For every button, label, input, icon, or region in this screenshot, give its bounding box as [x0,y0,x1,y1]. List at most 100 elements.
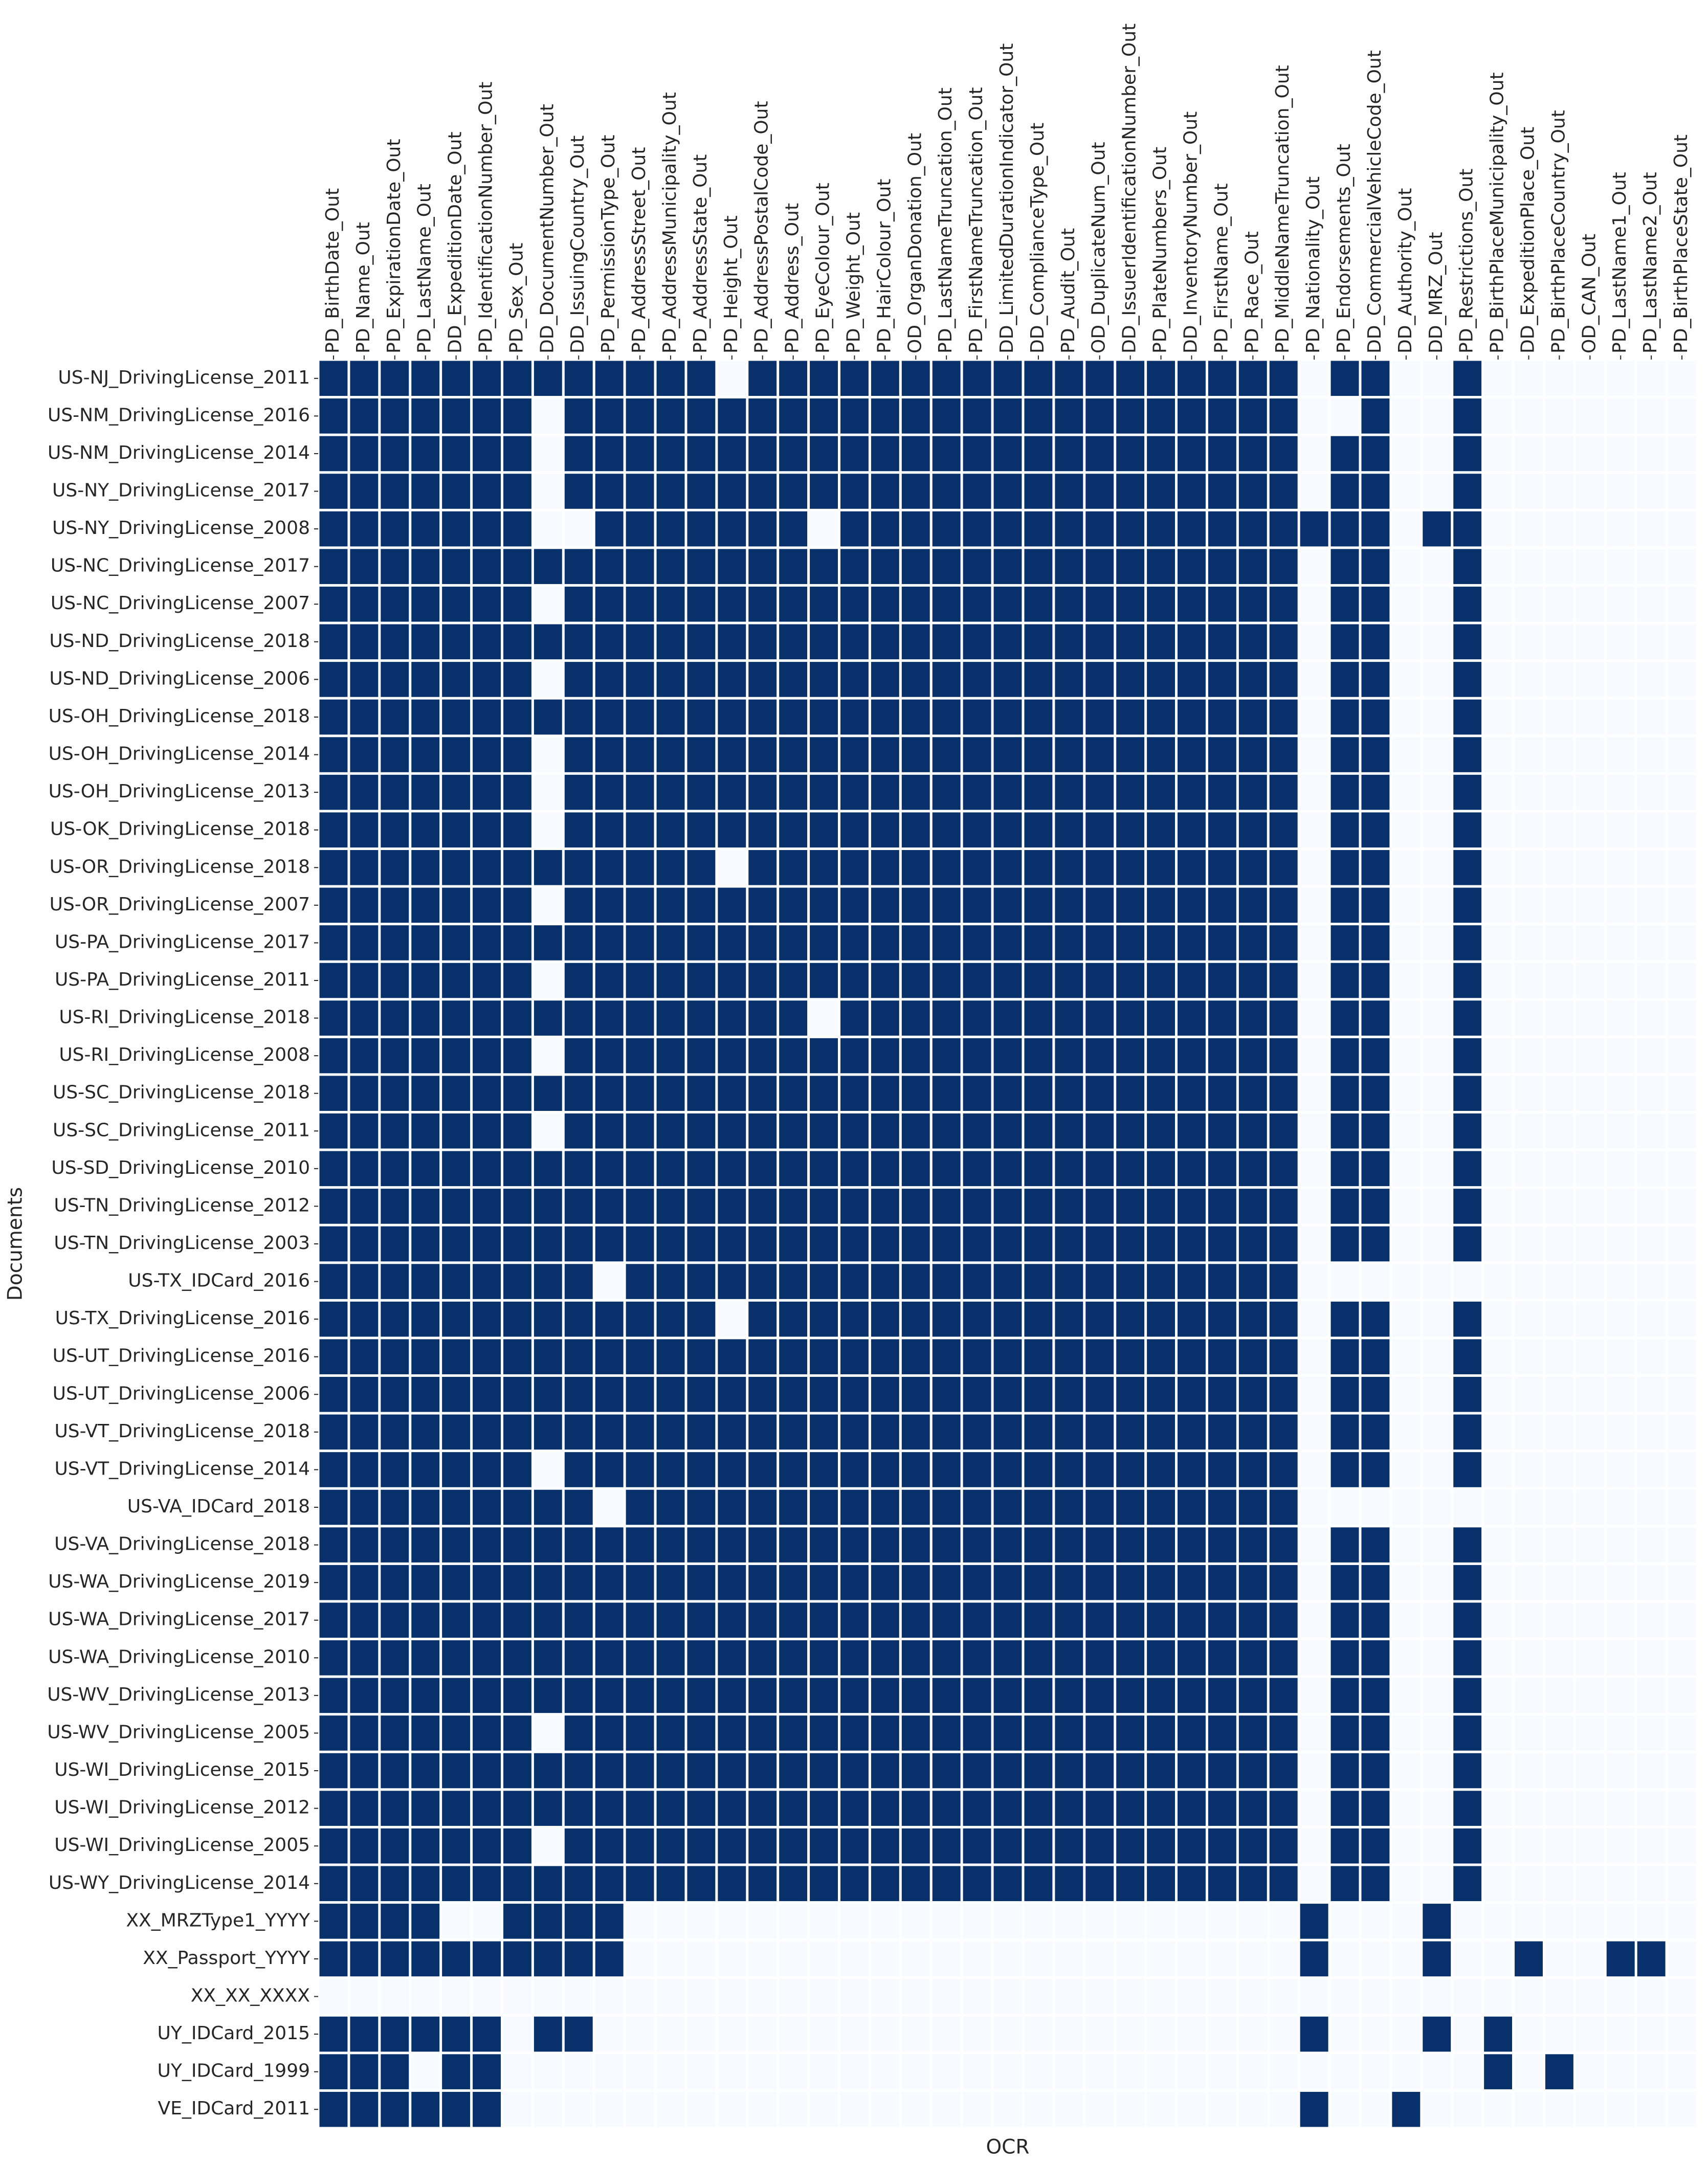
heatmap-cell [564,662,593,697]
heatmap-cell [503,1941,531,1977]
heatmap-cell [350,812,379,847]
heatmap-cell [1576,398,1604,434]
heatmap-cell [1147,1565,1175,1600]
heatmap-cell [840,1866,869,1902]
heatmap-cell [1392,1941,1421,1977]
heatmap-cell [1055,1640,1083,1676]
heatmap-cell [1392,1113,1421,1149]
heatmap-cell [1178,1640,1206,1676]
heatmap-cell [1361,1113,1390,1149]
heatmap-cell [1423,1565,1451,1600]
heatmap-cell [534,774,562,810]
heatmap-cell [1484,511,1513,547]
heatmap-cell [411,2054,440,2089]
heatmap-cell [1515,699,1543,735]
heatmap-cell [840,1000,869,1036]
heatmap-cell [1238,398,1267,434]
heatmap-cell [1238,549,1267,584]
heatmap-cell [534,887,562,923]
heatmap-cell [442,774,471,810]
heatmap-cell [319,1565,348,1600]
heatmap-cell [1637,1527,1666,1563]
heatmap-cell [1269,1791,1298,1826]
heatmap-cell [411,1339,440,1375]
heatmap-cell [687,1866,716,1902]
heatmap-cell [473,1489,501,1525]
heatmap-cell [1147,2091,1175,2127]
heatmap-cell [381,1941,409,1977]
heatmap-cell [840,2054,869,2089]
heatmap-cell [1300,699,1328,735]
heatmap-cell [810,1828,838,1864]
heatmap-cell [1085,774,1114,810]
heatmap-cell [1545,925,1573,961]
heatmap-cell [993,887,1022,923]
heatmap-cell [1116,1038,1145,1074]
heatmap-cell [1423,1452,1451,1487]
heatmap-cell [810,1904,838,1939]
heatmap-cell [1484,1189,1513,1224]
heatmap-cell [1238,1452,1267,1487]
heatmap-cell [503,1640,531,1676]
heatmap-cell [1637,1715,1666,1751]
heatmap-cell [963,662,991,697]
heatmap-cell [901,1904,930,1939]
heatmap-cell [1147,1904,1175,1939]
heatmap-cell [718,1076,746,1111]
heatmap-cell [840,1791,869,1826]
heatmap-cell [1208,1489,1236,1525]
heatmap-cell [503,511,531,547]
heatmap-cell [1085,1151,1114,1187]
heatmap-cell [473,925,501,961]
heatmap-cell [473,2091,501,2127]
heatmap-cell [1453,963,1482,998]
heatmap-cell [993,1377,1022,1412]
heatmap-cell [718,2054,746,2089]
heatmap-cell [442,511,471,547]
x-tick-label: OD_DuplicateNum_Out [1089,142,1110,353]
heatmap-cell [626,1151,654,1187]
heatmap-cell [564,1151,593,1187]
heatmap-cell [1515,1979,1543,2014]
heatmap-cell [1576,2091,1604,2127]
heatmap-cell [1453,2016,1482,2052]
y-tick-label: US-SC_DrivingLicense_2011 [53,1120,310,1141]
heatmap-cell [626,963,654,998]
heatmap-cell [595,737,624,772]
heatmap-cell [595,1527,624,1563]
heatmap-cell [963,436,991,472]
heatmap-cell [1055,549,1083,584]
heatmap-cell [1668,1678,1696,1713]
heatmap-cell [993,1753,1022,1789]
heatmap-cell [473,2016,501,2052]
heatmap-cell [564,549,593,584]
heatmap-cell [1024,1377,1053,1412]
heatmap-cell [473,1527,501,1563]
heatmap-cell [503,1715,531,1751]
heatmap-cell [871,887,899,923]
heatmap-cell [1423,925,1451,961]
heatmap-cell [1392,1076,1421,1111]
heatmap-cell [1392,1979,1421,2014]
heatmap-cell [319,1301,348,1337]
heatmap-cell [626,1602,654,1638]
heatmap-cell [1147,1866,1175,1902]
heatmap-cell [687,1941,716,1977]
heatmap-cell [1637,1076,1666,1111]
y-tick-label: US-NY_DrivingLicense_2017 [52,480,310,501]
heatmap-cell [1055,511,1083,547]
heatmap-cell [1545,2091,1573,2127]
heatmap-cell [1515,511,1543,547]
heatmap-cell [963,737,991,772]
heatmap-cell [1515,887,1543,923]
heatmap-cell [1238,1489,1267,1525]
heatmap-cell [564,511,593,547]
heatmap-cell [503,1000,531,1036]
heatmap-cell [1637,398,1666,434]
heatmap-cell [534,1414,562,1450]
heatmap-cell [1085,1414,1114,1450]
heatmap-cell [871,1791,899,1826]
heatmap-cell [993,1414,1022,1450]
x-tick-label: PD_Audit_Out [1058,228,1079,353]
heatmap-cell [1545,1076,1573,1111]
